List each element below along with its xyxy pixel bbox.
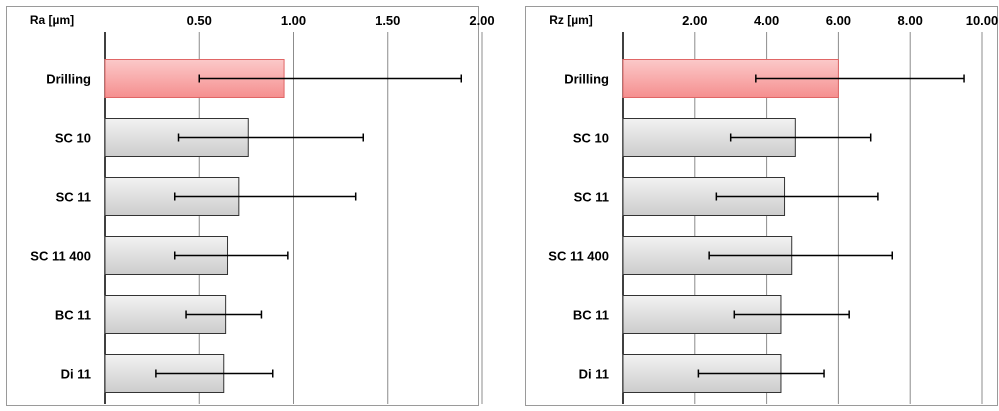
ra-chart: Ra [µm] 0.50 1.00 1.50 2.00 Drilling SC 10 SC 1… <box>30 13 495 404</box>
chart-1-category-label: SC 11 400 <box>548 249 609 264</box>
chart-0-tick-label: 2.00 <box>469 13 494 28</box>
chart-1-tick-label: 6.00 <box>826 13 851 28</box>
chart-0-category-label: SC 10 <box>55 131 91 146</box>
chart-0-tick-label: 1.00 <box>281 13 306 28</box>
chart-0-category-label: SC 11 <box>56 190 91 205</box>
chart-0-category-label: Di 11 <box>61 367 91 382</box>
chart-0-category-label: BC 11 <box>55 308 91 323</box>
chart-1-tick-label: 2.00 <box>682 13 707 28</box>
chart-0-tick-label: 1.50 <box>375 13 400 28</box>
chart-1-ylabel: Rz [µm] <box>549 13 593 27</box>
chart-1-category-label: SC 10 <box>573 131 609 146</box>
chart-0-tick-label: 0.50 <box>187 13 212 28</box>
chart-1-tick-label: 8.00 <box>898 13 923 28</box>
chart-1-category-label: SC 11 <box>574 190 609 205</box>
chart-0-category-label: SC 11 400 <box>30 249 91 264</box>
chart-0-category-label: Drilling <box>46 72 91 87</box>
chart-1-category-label: Di 11 <box>579 367 609 382</box>
chart-0-ylabel: Ra [µm] <box>30 13 74 27</box>
chart-1-category-label: Drilling <box>564 72 609 87</box>
rz-chart: Rz [µm] 2.00 4.00 6.00 8.00 10.00 Drilling SC 1… <box>548 13 999 404</box>
rz-chart-panel: Rz [µm] 2.00 4.00 6.00 8.00 10.00 Drilling SC 1… <box>525 6 998 406</box>
chart-1-tick-label: 4.00 <box>754 13 779 28</box>
ra-chart-panel: Ra [µm] 0.50 1.00 1.50 2.00 Drilling SC 10 SC 1… <box>6 6 495 406</box>
chart-1-category-label: BC 11 <box>573 308 609 323</box>
chart-1-tick-label: 10.00 <box>966 13 999 28</box>
